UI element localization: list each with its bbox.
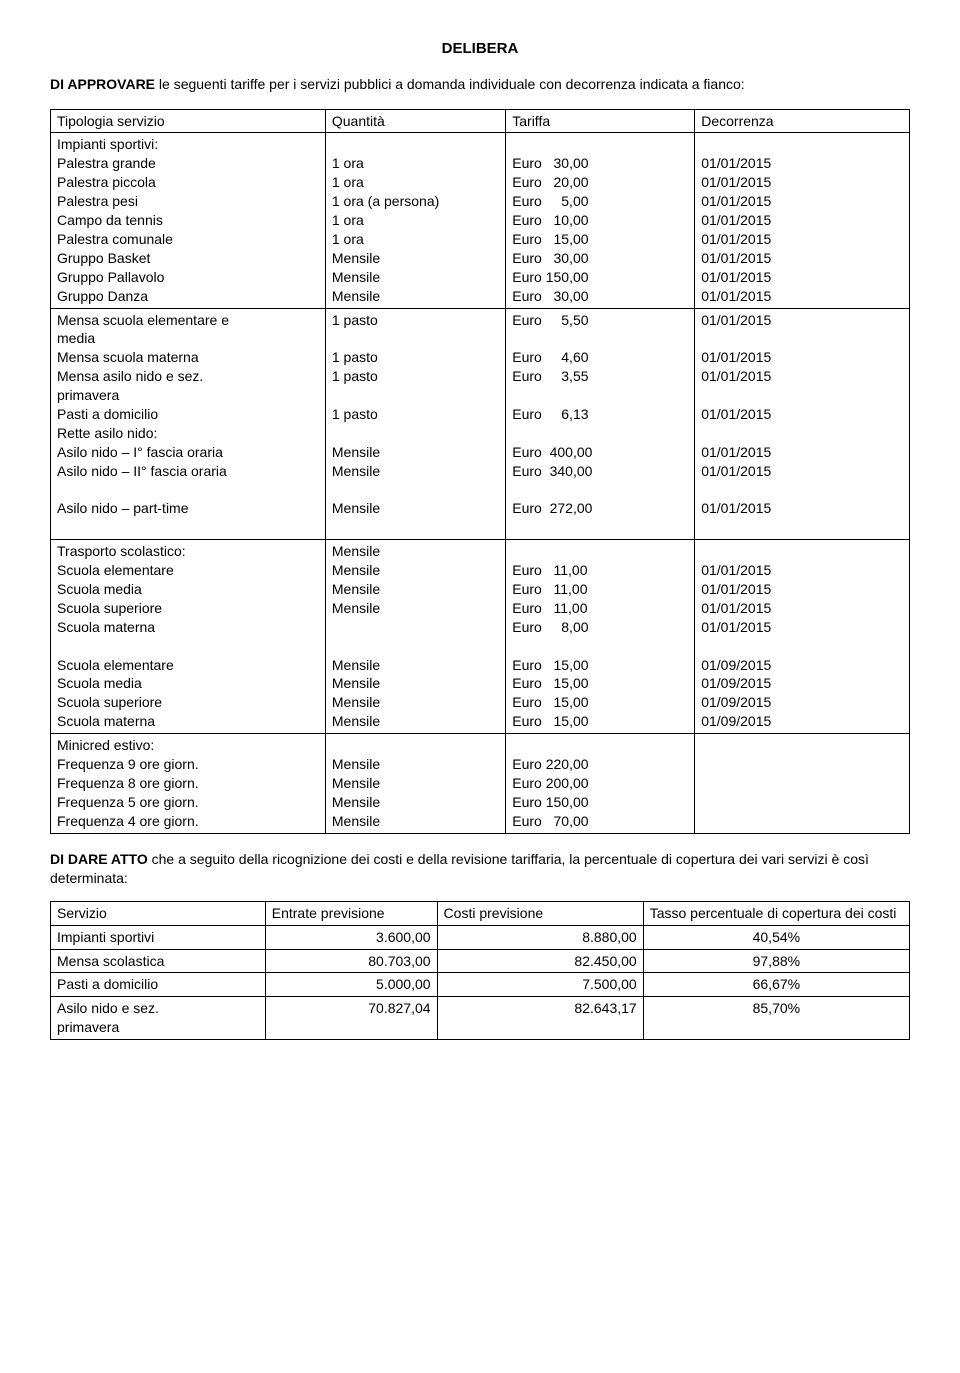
- coverage-costi: 82.643,17: [437, 997, 643, 1040]
- intro-text: le seguenti tariffe per i servizi pubbli…: [155, 76, 745, 92]
- coverage-costi: 7.500,00: [437, 973, 643, 997]
- coverage-row: Mensa scolastica80.703,0082.450,0097,88%: [51, 949, 910, 973]
- coverage-service: Pasti a domicilio: [51, 973, 266, 997]
- coverage-h4: Tasso percentuale di copertura dei costi: [643, 901, 909, 925]
- header-date: Decorrenza: [695, 109, 910, 133]
- header-tariff: Tariffa: [506, 109, 695, 133]
- coverage-entrate: 5.000,00: [265, 973, 437, 997]
- coverage-header-row: Servizio Entrate previsione Costi previs…: [51, 901, 910, 925]
- coverage-h1: Servizio: [51, 901, 266, 925]
- header-qty: Quantità: [325, 109, 505, 133]
- coverage-h2: Entrate previsione: [265, 901, 437, 925]
- header-row: Tipologia servizio Quantità Tariffa Deco…: [51, 109, 910, 133]
- header-service: Tipologia servizio: [51, 109, 326, 133]
- tariff-table: Tipologia servizio Quantità Tariffa Deco…: [50, 109, 910, 834]
- coverage-row: Asilo nido e sez.primavera70.827,0482.64…: [51, 997, 910, 1040]
- closing-text: che a seguito della ricognizione dei cos…: [50, 851, 869, 887]
- coverage-tasso: 66,67%: [643, 973, 909, 997]
- section-impianti: Impianti sportivi:Palestra grandePalestr…: [51, 133, 910, 308]
- coverage-h3: Costi previsione: [437, 901, 643, 925]
- coverage-row: Impianti sportivi3.600,008.880,0040,54%: [51, 925, 910, 949]
- coverage-tasso: 97,88%: [643, 949, 909, 973]
- coverage-entrate: 3.600,00: [265, 925, 437, 949]
- section-minicred: Minicred estivo:Frequenza 9 ore giorn.Fr…: [51, 734, 910, 833]
- coverage-table: Servizio Entrate previsione Costi previs…: [50, 901, 910, 1040]
- coverage-costi: 82.450,00: [437, 949, 643, 973]
- coverage-tasso: 40,54%: [643, 925, 909, 949]
- coverage-row: Pasti a domicilio5.000,007.500,0066,67%: [51, 973, 910, 997]
- coverage-costi: 8.880,00: [437, 925, 643, 949]
- section-mensa: Mensa scuola elementare emediaMensa scuo…: [51, 308, 910, 540]
- section-trasporto: Trasporto scolastico:Scuola elementareSc…: [51, 540, 910, 734]
- coverage-entrate: 80.703,00: [265, 949, 437, 973]
- coverage-service: Mensa scolastica: [51, 949, 266, 973]
- coverage-entrate: 70.827,04: [265, 997, 437, 1040]
- intro-paragraph: DI APPROVARE le seguenti tariffe per i s…: [50, 75, 910, 95]
- coverage-tasso: 85,70%: [643, 997, 909, 1040]
- closing-paragraph: DI DARE ATTO che a seguito della ricogni…: [50, 850, 910, 889]
- coverage-service: Asilo nido e sez.primavera: [51, 997, 266, 1040]
- closing-bold: DI DARE ATTO: [50, 851, 148, 867]
- document-title: DELIBERA: [50, 40, 910, 57]
- coverage-service: Impianti sportivi: [51, 925, 266, 949]
- intro-bold: DI APPROVARE: [50, 76, 155, 92]
